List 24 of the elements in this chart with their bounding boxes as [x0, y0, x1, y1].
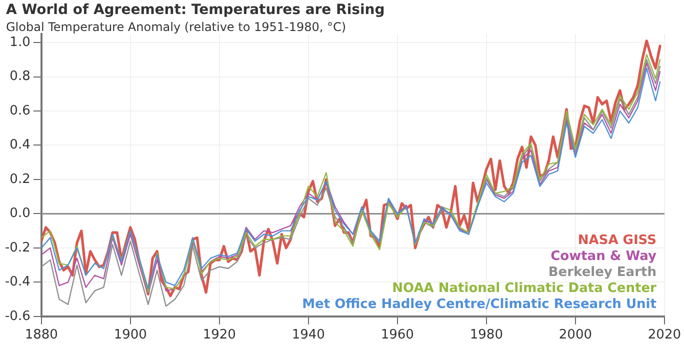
x-tick-label: 1900 — [114, 328, 147, 343]
y-tick-label: 0.0 — [10, 206, 30, 222]
y-tick-label: -0.2 — [4, 240, 30, 256]
x-tick-label: 2020 — [648, 328, 682, 343]
x-tick-label: 1960 — [380, 328, 414, 343]
x-tick-label: 1940 — [292, 328, 325, 343]
y-tick-label: -0.6 — [4, 308, 30, 324]
x-tick-label: 2000 — [558, 328, 592, 343]
chart-subtitle: Global Temperature Anomaly (relative to 1951-1980, °C) — [6, 20, 346, 34]
y-tick-label: 0.6 — [10, 103, 30, 118]
x-tick-label: 1980 — [470, 328, 503, 343]
y-tick-label: -0.4 — [4, 274, 30, 290]
text: Cowtan & Way — [550, 248, 657, 264]
y-tick-label: 0.8 — [10, 69, 30, 84]
chart-title: A World of Agreement: Temperatures are Rising — [6, 2, 385, 18]
y-tick-label: 0.4 — [10, 138, 30, 153]
x-tick-label: 1880 — [24, 328, 58, 343]
text: NOAA National Climatic Data Center — [392, 280, 658, 296]
y-tick-label: 1.0 — [10, 34, 30, 50]
x-tick-label: 1920 — [202, 328, 236, 343]
text: Berkeley Earth — [548, 264, 656, 280]
text: Met Office Hadley Centre/Climatic Research Unit — [302, 296, 656, 312]
text: NASA GISS — [578, 232, 656, 248]
y-tick-label: 0.2 — [10, 172, 30, 187]
